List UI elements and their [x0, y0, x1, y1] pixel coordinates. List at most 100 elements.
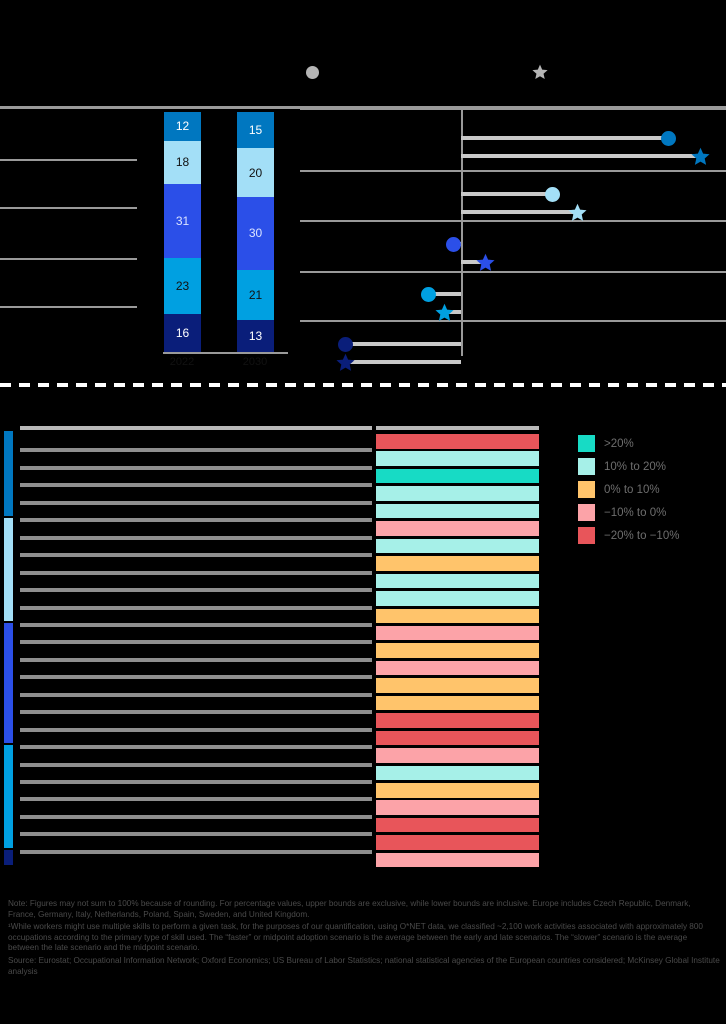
legend-text-4: −20% to −10% — [604, 529, 680, 542]
legend-item-slower: Slower adoption — [532, 62, 633, 82]
dot-plot-circle-0[interactable] — [661, 131, 676, 146]
heatmap-row-label-13 — [20, 657, 372, 662]
dot-plot-gridline-3 — [300, 271, 726, 273]
heatmap-cell-15[interactable] — [376, 695, 539, 711]
heatmap-cell-22[interactable] — [376, 817, 539, 833]
dot-plot-circle-3[interactable] — [421, 287, 436, 302]
heatmap-cell-3[interactable] — [376, 486, 539, 501]
star-marker-icon — [532, 64, 548, 80]
legend-text-3: −10% to 0% — [604, 506, 667, 519]
heatmap-cell-1[interactable] — [376, 451, 539, 466]
dot-plot-star-4[interactable] — [336, 353, 355, 372]
legend-text-1: 10% to 20% — [604, 460, 667, 473]
bar-segment-3: 23 — [164, 258, 201, 314]
section-divider — [0, 383, 726, 387]
dot-plot-bar-4-faster — [345, 342, 461, 346]
heatmap-row-label-14 — [20, 675, 372, 680]
category-strip-3 — [4, 745, 13, 848]
heatmap-row-label-21 — [20, 797, 372, 802]
dot-plot-gridline-4 — [300, 320, 726, 322]
bar-segment-0: 12 — [164, 112, 201, 141]
legend-item-faster: Faster adoption — [306, 62, 401, 82]
footnote-note: Note: Figures may not sum to 100% becaus… — [8, 899, 691, 919]
dot-plot-bar-1-faster — [461, 192, 552, 196]
heatmap-row-label-20 — [20, 780, 372, 784]
heatmap-row-label-19 — [20, 762, 372, 767]
bar-segment-2: 30 — [237, 196, 274, 270]
heatmap-cell-19[interactable] — [376, 765, 539, 781]
dot-plot-gridline-1 — [300, 170, 726, 172]
heatmap-cell-2[interactable] — [376, 468, 539, 484]
heatmap-row-label-15 — [20, 692, 372, 697]
heatmap-cell-21[interactable] — [376, 800, 539, 815]
heatmap-row-label-23 — [20, 832, 372, 837]
legend-row-0[interactable]: >20% — [578, 432, 726, 455]
heatmap-cell-20[interactable] — [376, 783, 539, 798]
stacked-bar-2030[interactable]: 15 20 30 21 13 — [237, 112, 274, 352]
dot-plot-bar-3-slower — [444, 310, 461, 314]
heatmap-row-label-11 — [20, 622, 372, 627]
bar-segment-1: 20 — [237, 148, 274, 197]
heatmap-row-label-12 — [20, 640, 372, 645]
heatmap-row-label-18 — [20, 745, 372, 750]
bar-segment-4: 16 — [164, 313, 201, 352]
marker-legend: Faster adoption Slower adoption — [0, 62, 726, 84]
dot-plot-star-3[interactable] — [435, 303, 454, 322]
category-strip-1 — [4, 518, 13, 621]
heatmap-row-label-3 — [20, 483, 372, 488]
legend-row-2[interactable]: 0% to 10% — [578, 478, 726, 501]
heatmap-cell-8[interactable] — [376, 573, 539, 589]
heatmap-row-label-22 — [20, 814, 372, 819]
heatmap-row-label-2 — [20, 465, 372, 470]
heatmap-cell-5[interactable] — [376, 521, 539, 536]
heatmap-cell-14[interactable] — [376, 678, 539, 693]
legend-row-3[interactable]: −10% to 0% — [578, 501, 726, 524]
row-separator-0 — [0, 159, 137, 161]
footnote-source: Source: Eurostat; Occupational Informati… — [8, 955, 720, 976]
heatmap-cell-17[interactable] — [376, 730, 539, 746]
footnotes-block: Note: Figures may not sum to 100% becaus… — [8, 899, 720, 979]
heatmap-cell-11[interactable] — [376, 625, 539, 641]
heatmap-cell-23[interactable] — [376, 835, 539, 850]
legend-label-slower: Slower adoption — [554, 66, 633, 78]
dot-plot-star-0[interactable] — [691, 147, 710, 166]
dot-plot-star-1[interactable] — [568, 203, 587, 222]
heatmap-cell-9[interactable] — [376, 591, 539, 606]
dot-plot-bar-3-faster — [428, 292, 461, 296]
heatmap-cell-4[interactable] — [376, 503, 539, 519]
bar-segment-4: 13 — [237, 320, 274, 352]
dot-plot-circle-1[interactable] — [545, 187, 560, 202]
heatmap-cell-16[interactable] — [376, 713, 539, 728]
heatmap-legend: >20% 10% to 20% 0% to 10% −10% to 0% −20… — [578, 432, 726, 547]
dot-plot-bar-0-slower — [461, 154, 700, 158]
dot-plot-circle-2[interactable] — [446, 237, 461, 252]
heatmap-cell-24[interactable] — [376, 852, 539, 868]
stacked-bar-2022[interactable]: 12 18 31 23 16 — [164, 112, 201, 352]
heatmap-header-right — [376, 426, 539, 430]
legend-swatch-2 — [578, 481, 595, 498]
legend-swatch-0 — [578, 435, 595, 452]
dot-plot-bar-0-faster — [461, 136, 668, 140]
dot-plot-circle-4[interactable] — [338, 337, 353, 352]
bar-category-label-2022: 2022 — [169, 356, 195, 368]
heatmap-row-label-16 — [20, 710, 372, 715]
heatmap-cell-0[interactable] — [376, 434, 539, 449]
category-strip-0 — [4, 431, 13, 517]
legend-row-1[interactable]: 10% to 20% — [578, 455, 726, 478]
bar-segment-1: 18 — [164, 140, 201, 184]
heatmap-row-label-24 — [20, 849, 372, 854]
heatmap-row-label-7 — [20, 553, 372, 558]
heatmap-row-label-4 — [20, 500, 372, 505]
heatmap-cell-12[interactable] — [376, 643, 539, 658]
heatmap-cell-7[interactable] — [376, 556, 539, 571]
heatmap-cell-13[interactable] — [376, 660, 539, 676]
heatmap-cell-18[interactable] — [376, 748, 539, 763]
heatmap-cell-6[interactable] — [376, 538, 539, 554]
legend-swatch-3 — [578, 504, 595, 521]
legend-row-4[interactable]: −20% to −10% — [578, 524, 726, 547]
footnote-methodology: ¹While workers might use multiple skills… — [8, 922, 703, 953]
heatmap-cell-10[interactable] — [376, 608, 539, 623]
category-strip-4 — [4, 849, 13, 866]
dot-plot-star-2[interactable] — [476, 253, 495, 272]
legend-label-faster: Faster adoption — [325, 66, 402, 78]
